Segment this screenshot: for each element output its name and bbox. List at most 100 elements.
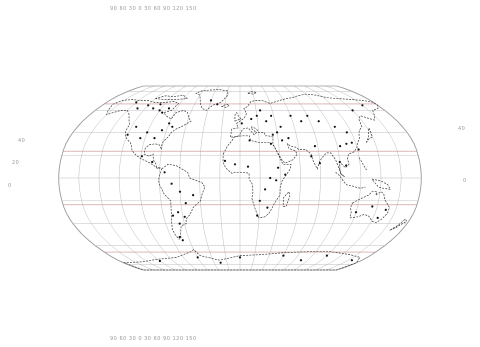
map-mark (371, 205, 374, 208)
map-mark (313, 145, 316, 148)
map-mark (351, 109, 354, 112)
philippines-outline (358, 157, 367, 171)
map-mark (168, 122, 171, 125)
map-mark (300, 120, 303, 123)
map-mark (256, 214, 259, 217)
map-mark (306, 114, 309, 117)
map-mark (317, 120, 320, 123)
right-latitude-label-1: 40 (458, 126, 466, 132)
map-mark (284, 173, 287, 176)
map-mark (177, 211, 180, 214)
map-mark (146, 131, 149, 134)
map-mark (139, 137, 142, 140)
map-mark (282, 254, 285, 257)
map-mark (361, 104, 364, 107)
map-mark (178, 235, 181, 239)
map-mark (126, 133, 129, 136)
map-mark (160, 129, 164, 132)
map-mark (147, 104, 150, 107)
map-mark (259, 109, 262, 112)
map-mark (289, 114, 292, 117)
australia-outline (349, 191, 390, 223)
map-mark (339, 145, 342, 148)
eurasia-outline (230, 93, 379, 178)
map-mark (255, 114, 258, 117)
map-mark (183, 215, 186, 218)
map-mark (310, 155, 313, 158)
map-mark (192, 194, 195, 197)
map-mark (159, 103, 162, 106)
map-mark (171, 214, 175, 217)
new-guinea-outline (371, 178, 392, 190)
map-mark (265, 120, 268, 123)
north-america-outline (106, 99, 192, 170)
map-mark (357, 148, 360, 151)
map-mark (209, 99, 213, 102)
map-mark (167, 107, 171, 110)
map-mark (345, 142, 348, 145)
top-longitude-scale: 90 60 30 0 30 60 90 120 150 (110, 6, 197, 12)
map-mark (325, 254, 328, 257)
map-mark (158, 109, 161, 112)
left-latitude-label-1: 40 (18, 138, 26, 144)
map-mark (287, 137, 290, 140)
map-mark (161, 111, 164, 114)
map-mark (140, 155, 143, 158)
map-mark (281, 139, 284, 142)
map-mark (354, 211, 358, 214)
map-mark (279, 125, 282, 128)
map-mark (271, 133, 274, 136)
map-mark (153, 137, 156, 140)
indonesia-outline (335, 172, 366, 189)
british-isles-outline (234, 111, 242, 122)
africa-outline (222, 135, 292, 219)
map-mark (246, 165, 250, 168)
map-mark (178, 222, 181, 225)
map-mark (233, 163, 237, 166)
map-mark (240, 122, 243, 125)
map-mark (333, 125, 336, 128)
new-zealand-outline (389, 218, 408, 231)
antarctica-outline (123, 249, 361, 271)
map-mark (345, 164, 348, 167)
map-mark (269, 176, 272, 180)
map-mark (345, 131, 348, 134)
map-mark (350, 141, 353, 144)
iceland-outline (221, 103, 231, 108)
svalbard-outline (247, 91, 258, 95)
map-mark (135, 101, 138, 104)
map-mark (196, 256, 199, 259)
graticule (58, 85, 422, 271)
map-mark (270, 114, 273, 117)
map-mark (250, 117, 253, 121)
madagascar-outline (282, 190, 291, 207)
map-mark (266, 206, 269, 209)
map-mark (276, 131, 279, 134)
map-mark (238, 256, 242, 259)
map-mark (248, 139, 251, 142)
map-mark (258, 199, 261, 202)
map-mark (338, 160, 341, 164)
map-mark (275, 179, 278, 182)
map-mark (135, 125, 138, 128)
map-mark (219, 261, 222, 264)
left-latitude-label-2: 20 (12, 160, 20, 166)
map-mark (264, 188, 267, 191)
bottom-longitude-scale: 90 60 30 0 30 60 90 120 150 (110, 336, 197, 342)
map-mark (376, 216, 379, 219)
map-mark (171, 125, 174, 128)
map-mark (151, 160, 154, 164)
map-mark (299, 259, 303, 262)
canadian-archipelago-outline (155, 94, 188, 100)
map-mark (158, 259, 161, 263)
map-mark (163, 171, 166, 174)
south-america-outline (158, 163, 206, 240)
map-mark (170, 182, 173, 185)
map-mark (318, 162, 321, 165)
map-mark (152, 107, 155, 110)
greenland-outline (195, 89, 229, 111)
map-mark (269, 142, 272, 145)
right-latitude-label-2: 0 (463, 178, 467, 184)
left-latitude-label-3: 0 (8, 183, 12, 189)
